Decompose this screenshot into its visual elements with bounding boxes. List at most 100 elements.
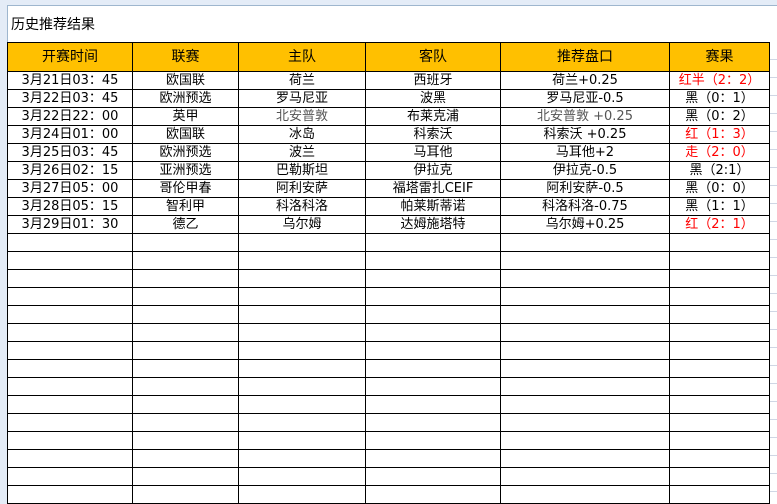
cell-away[interactable] <box>365 413 501 432</box>
cell-away[interactable] <box>365 395 501 414</box>
cell-league[interactable] <box>132 467 239 486</box>
cell-time[interactable] <box>7 251 133 270</box>
header-pick[interactable]: 推荐盘口 <box>500 42 670 72</box>
cell-home[interactable]: 乌尔姆 <box>238 215 366 234</box>
cell-result[interactable]: 黑（0：2） <box>669 107 770 126</box>
cell-home[interactable]: 科洛科洛 <box>238 197 366 216</box>
cell-home[interactable] <box>238 431 366 450</box>
cell-time[interactable] <box>7 485 133 504</box>
cell-pick[interactable]: 罗马尼亚-0.5 <box>500 89 670 108</box>
cell-result[interactable]: 黑（1：1） <box>669 197 770 216</box>
cell-pick[interactable]: 马耳他+2 <box>500 143 670 162</box>
cell-result[interactable] <box>669 431 770 450</box>
cell-result[interactable] <box>669 395 770 414</box>
cell-home[interactable] <box>238 377 366 396</box>
cell-away[interactable]: 西班牙 <box>365 71 501 90</box>
cell-time[interactable]: 3月21日03：45 <box>7 71 133 90</box>
cell-home[interactable]: 荷兰 <box>238 71 366 90</box>
cell-away[interactable] <box>365 305 501 324</box>
cell-home[interactable]: 阿利安萨 <box>238 179 366 198</box>
cell-result[interactable] <box>669 251 770 270</box>
cell-time[interactable] <box>7 305 133 324</box>
cell-away[interactable]: 帕莱斯蒂诺 <box>365 197 501 216</box>
cell-time[interactable]: 3月24日01：00 <box>7 125 133 144</box>
cell-league[interactable]: 欧国联 <box>132 71 239 90</box>
column-header-strip[interactable] <box>0 0 777 6</box>
cell-league[interactable] <box>132 377 239 396</box>
cell-pick[interactable] <box>500 341 670 360</box>
cell-away[interactable] <box>365 377 501 396</box>
cell-result[interactable] <box>669 449 770 468</box>
cell-home[interactable] <box>238 287 366 306</box>
cell-away[interactable] <box>365 269 501 288</box>
cell-home[interactable]: 波兰 <box>238 143 366 162</box>
cell-pick[interactable] <box>500 359 670 378</box>
cell-away[interactable]: 波黑 <box>365 89 501 108</box>
header-away[interactable]: 客队 <box>365 42 501 72</box>
cell-time[interactable] <box>7 359 133 378</box>
header-time[interactable]: 开赛时间 <box>7 42 133 72</box>
cell-time[interactable] <box>7 233 133 252</box>
cell-home[interactable] <box>238 449 366 468</box>
cell-away[interactable] <box>365 431 501 450</box>
cell-away[interactable] <box>365 341 501 360</box>
cell-pick[interactable] <box>500 233 670 252</box>
cell-league[interactable] <box>132 413 239 432</box>
cell-away[interactable]: 伊拉克 <box>365 161 501 180</box>
cell-league[interactable]: 英甲 <box>132 107 239 126</box>
cell-away[interactable] <box>365 233 501 252</box>
cell-pick[interactable] <box>500 377 670 396</box>
cell-home[interactable] <box>238 467 366 486</box>
cell-home[interactable]: 巴勒斯坦 <box>238 161 366 180</box>
cell-league[interactable] <box>132 449 239 468</box>
cell-pick[interactable]: 荷兰+0.25 <box>500 71 670 90</box>
cell-result[interactable]: 走（2：0） <box>669 143 770 162</box>
cell-pick[interactable]: 科索沃 +0.25 <box>500 125 670 144</box>
cell-league[interactable]: 德乙 <box>132 215 239 234</box>
cell-time[interactable] <box>7 377 133 396</box>
cell-away[interactable] <box>365 449 501 468</box>
cell-result[interactable] <box>669 413 770 432</box>
cell-away[interactable] <box>365 287 501 306</box>
cell-away[interactable]: 达姆施塔特 <box>365 215 501 234</box>
cell-away[interactable] <box>365 359 501 378</box>
cell-league[interactable] <box>132 395 239 414</box>
cell-result[interactable]: 红半（2：2） <box>669 71 770 90</box>
header-home[interactable]: 主队 <box>238 42 366 72</box>
cell-home[interactable] <box>238 323 366 342</box>
cell-league[interactable] <box>132 341 239 360</box>
cell-result[interactable]: 黑（0：0） <box>669 179 770 198</box>
cell-pick[interactable]: 阿利安萨-0.5 <box>500 179 670 198</box>
cell-time[interactable] <box>7 323 133 342</box>
cell-league[interactable] <box>132 287 239 306</box>
cell-result[interactable] <box>669 305 770 324</box>
cell-time[interactable] <box>7 287 133 306</box>
cell-away[interactable] <box>365 323 501 342</box>
cell-pick[interactable] <box>500 413 670 432</box>
cell-home[interactable] <box>238 251 366 270</box>
cell-league[interactable]: 欧洲预选 <box>132 89 239 108</box>
cell-home[interactable]: 北安普敦 <box>238 107 366 126</box>
cell-result[interactable] <box>669 377 770 396</box>
cell-time[interactable]: 3月29日01：30 <box>7 215 133 234</box>
cell-away[interactable] <box>365 467 501 486</box>
cell-result[interactable] <box>669 323 770 342</box>
adjacent-cells[interactable] <box>770 42 777 504</box>
cell-away[interactable] <box>365 251 501 270</box>
header-league[interactable]: 联赛 <box>132 42 239 72</box>
cell-result[interactable] <box>669 287 770 306</box>
cell-league[interactable]: 智利甲 <box>132 197 239 216</box>
cell-result[interactable]: 红（2：1） <box>669 215 770 234</box>
cell-result[interactable] <box>669 341 770 360</box>
cell-time[interactable] <box>7 341 133 360</box>
cell-pick[interactable] <box>500 395 670 414</box>
cell-pick[interactable] <box>500 287 670 306</box>
cell-league[interactable]: 哥伦甲春 <box>132 179 239 198</box>
cell-time[interactable]: 3月26日02：15 <box>7 161 133 180</box>
cell-pick[interactable] <box>500 467 670 486</box>
cell-pick[interactable] <box>500 269 670 288</box>
cell-pick[interactable]: 乌尔姆+0.25 <box>500 215 670 234</box>
cell-time[interactable] <box>7 467 133 486</box>
cell-time[interactable]: 3月22日22：00 <box>7 107 133 126</box>
cell-league[interactable] <box>132 323 239 342</box>
